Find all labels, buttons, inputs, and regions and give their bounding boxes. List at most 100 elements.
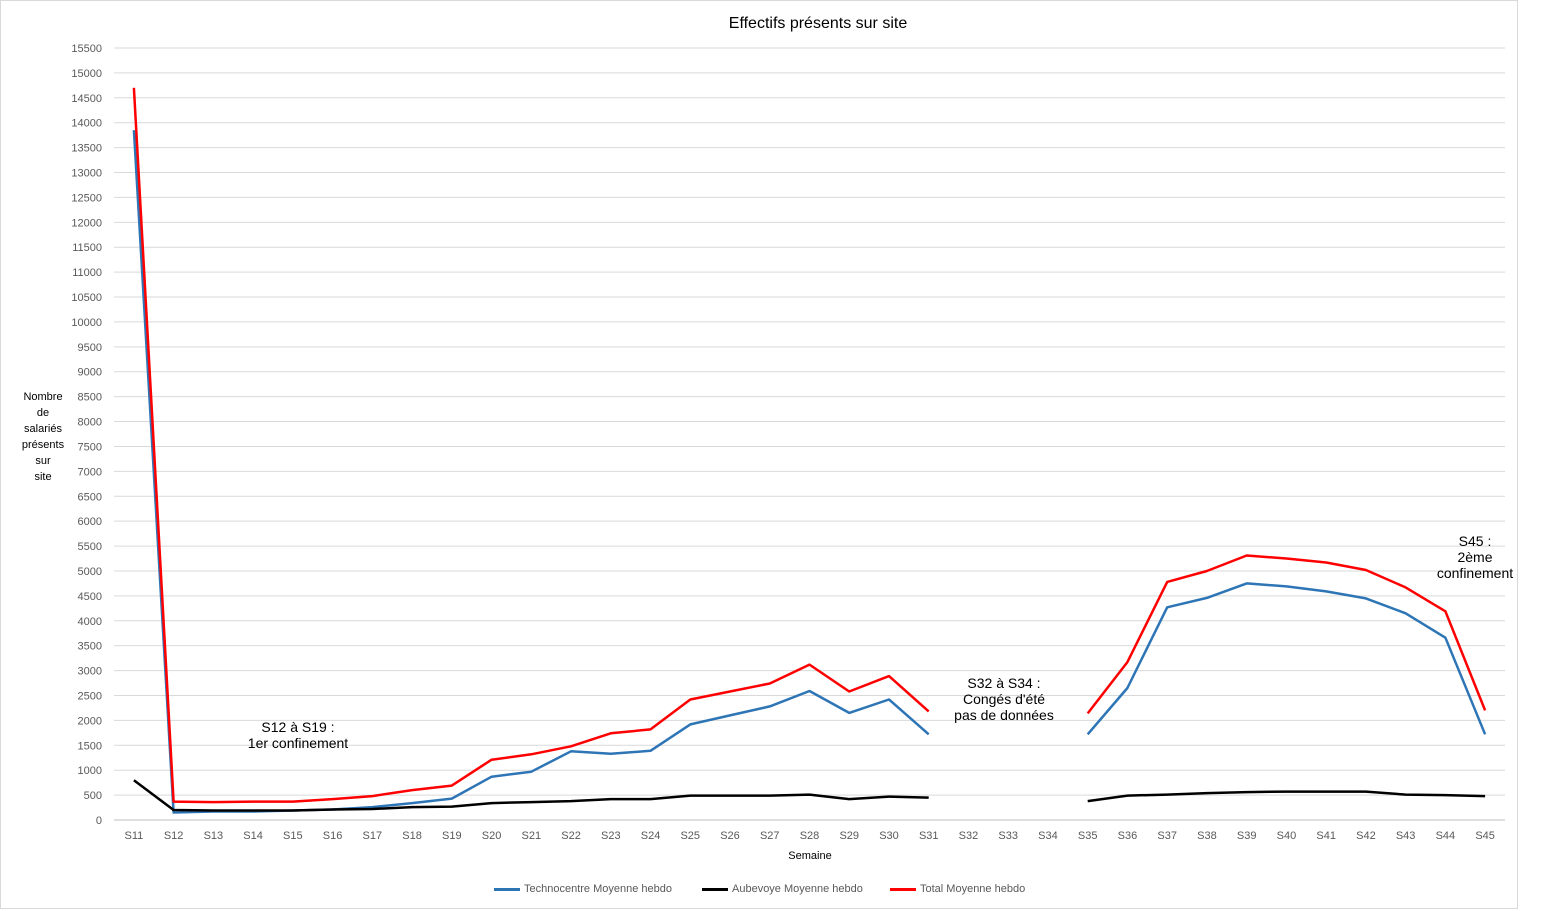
y-tick-label: 7000 xyxy=(78,466,102,478)
series-line xyxy=(133,779,929,812)
x-tick-label: S17 xyxy=(363,830,383,842)
y-tick-label: 1000 xyxy=(78,765,102,777)
annotation-line: 1er confinement xyxy=(247,735,349,751)
y-tick-label: 4500 xyxy=(78,591,102,603)
x-tick-label: S27 xyxy=(760,830,780,842)
x-tick-label: S25 xyxy=(680,830,700,842)
y-tick-label: 9000 xyxy=(78,367,102,379)
x-tick-label: S18 xyxy=(402,830,422,842)
x-tick-label: S38 xyxy=(1197,830,1217,842)
y-axis-label-line: site xyxy=(34,471,52,483)
y-tick-label: 11000 xyxy=(72,267,102,279)
y-axis-label-line: sur xyxy=(35,455,51,467)
legend-item-technocentre: Technocentre Moyenne hebdo xyxy=(494,883,672,895)
y-tick-label: 2000 xyxy=(78,715,102,727)
y-tick-label: 2500 xyxy=(78,690,102,702)
legend-label: Total Moyenne hebdo xyxy=(920,883,1026,895)
legend-swatch xyxy=(702,887,728,891)
y-axis-label-line: présents xyxy=(21,439,65,451)
annotation-line: 2ème xyxy=(1457,549,1493,565)
x-tick-label: S45 xyxy=(1475,830,1495,842)
chart-title: Effectifs présents sur site xyxy=(728,15,908,32)
y-tick-label: 9500 xyxy=(78,342,102,354)
legend: Technocentre Moyenne hebdo Aubevoye Moye… xyxy=(0,883,1563,899)
y-tick-label: 6500 xyxy=(78,491,102,503)
plot-area: 0 500 1000 1500 2000 2500 3000 3500 4000 4500 5000… xyxy=(71,43,1505,842)
y-tick-label: 0 xyxy=(96,815,102,827)
legend-item-aubevoye: Aubevoye Moyenne hebdo xyxy=(702,883,863,895)
legend-label: Aubevoye Moyenne hebdo xyxy=(732,883,863,895)
x-tick-label: S12 xyxy=(164,830,184,842)
y-tick-label: 12500 xyxy=(71,192,102,204)
x-tick-label: S43 xyxy=(1396,830,1416,842)
y-tick-label: 7500 xyxy=(78,441,102,453)
y-tick-label: 10000 xyxy=(71,317,102,329)
legend-label: Technocentre Moyenne hebdo xyxy=(524,883,672,895)
x-tick-label: S42 xyxy=(1356,830,1376,842)
x-tick-label: S44 xyxy=(1436,830,1456,842)
annotation-line: S32 à S34 : xyxy=(967,675,1041,691)
y-tick-label: 15000 xyxy=(71,68,102,80)
annotation-line: pas de données xyxy=(954,707,1054,723)
x-tick-label: S22 xyxy=(561,830,581,842)
series-line xyxy=(132,87,930,804)
x-tick-label: S21 xyxy=(522,830,542,842)
y-tick-label: 11500 xyxy=(72,242,102,254)
x-tick-label: S24 xyxy=(641,830,661,842)
y-tick-label: 8500 xyxy=(78,392,102,404)
y-tick-label: 14000 xyxy=(71,118,102,130)
x-tick-label: S20 xyxy=(482,830,502,842)
y-tick-label: 14500 xyxy=(71,93,102,105)
y-axis-label-line: de xyxy=(36,407,50,419)
y-tick-label: 8000 xyxy=(78,417,102,429)
series-line xyxy=(1086,582,1487,736)
x-tick-label: S15 xyxy=(283,830,303,842)
x-tick-label: S40 xyxy=(1277,830,1297,842)
annotation-summer-holidays: S32 à S34 : Congés d'été pas de données xyxy=(944,675,1064,723)
y-tick-label: 6000 xyxy=(78,516,102,528)
annotation-second-lockdown: S45 : 2ème confinement xyxy=(1428,533,1522,581)
x-tick-label: S29 xyxy=(839,830,859,842)
x-tick-label: S32 xyxy=(959,830,979,842)
y-tick-label: 1500 xyxy=(78,740,102,752)
annotation-line: S12 à S19 : xyxy=(261,719,335,735)
y-tick-label: 5500 xyxy=(78,541,102,553)
annotation-first-lockdown: S12 à S19 : 1er confinement xyxy=(238,719,358,751)
y-tick-label: 13500 xyxy=(71,143,102,155)
chart-frame xyxy=(0,0,1518,909)
x-tick-label: S31 xyxy=(919,830,939,842)
x-tick-label: S23 xyxy=(601,830,621,842)
y-tick-label: 3500 xyxy=(78,641,102,653)
y-axis-label: Nombre de salariés présents sur site xyxy=(14,389,72,485)
y-tick-label: 13000 xyxy=(71,168,102,180)
x-tick-label: S19 xyxy=(442,830,462,842)
y-tick-label: 15500 xyxy=(71,43,102,55)
x-tick-label: S26 xyxy=(720,830,740,842)
x-tick-label: S41 xyxy=(1316,830,1336,842)
x-tick-label: S13 xyxy=(204,830,224,842)
y-tick-label: 10500 xyxy=(71,292,102,304)
y-tick-label: 12000 xyxy=(71,217,102,229)
annotation-line: confinement xyxy=(1436,565,1514,581)
x-tick-label: S36 xyxy=(1118,830,1138,842)
x-axis-label: Semaine xyxy=(788,850,832,862)
annotation-line: Congés d'été xyxy=(962,691,1046,707)
x-tick-label: S14 xyxy=(243,830,263,842)
legend-swatch xyxy=(494,887,520,891)
x-tick-label: S35 xyxy=(1078,830,1098,842)
y-axis-label-line: salariés xyxy=(24,423,62,435)
annotation-line: S45 : xyxy=(1458,533,1492,549)
legend-item-total: Total Moyenne hebdo xyxy=(890,883,1025,895)
legend-swatch xyxy=(890,887,916,891)
series-line xyxy=(1086,554,1487,715)
y-tick-label: 4000 xyxy=(78,616,102,628)
y-axis-label-line: Nombre xyxy=(23,391,63,403)
y-tick-label: 3000 xyxy=(78,666,102,678)
series-line xyxy=(1087,790,1486,803)
x-tick-label: S11 xyxy=(124,830,143,842)
x-tick-label: S16 xyxy=(323,830,343,842)
x-tick-label: S34 xyxy=(1038,830,1058,842)
x-tick-label: S33 xyxy=(998,830,1018,842)
x-tick-label: S39 xyxy=(1237,830,1257,842)
x-tick-label: S37 xyxy=(1157,830,1177,842)
